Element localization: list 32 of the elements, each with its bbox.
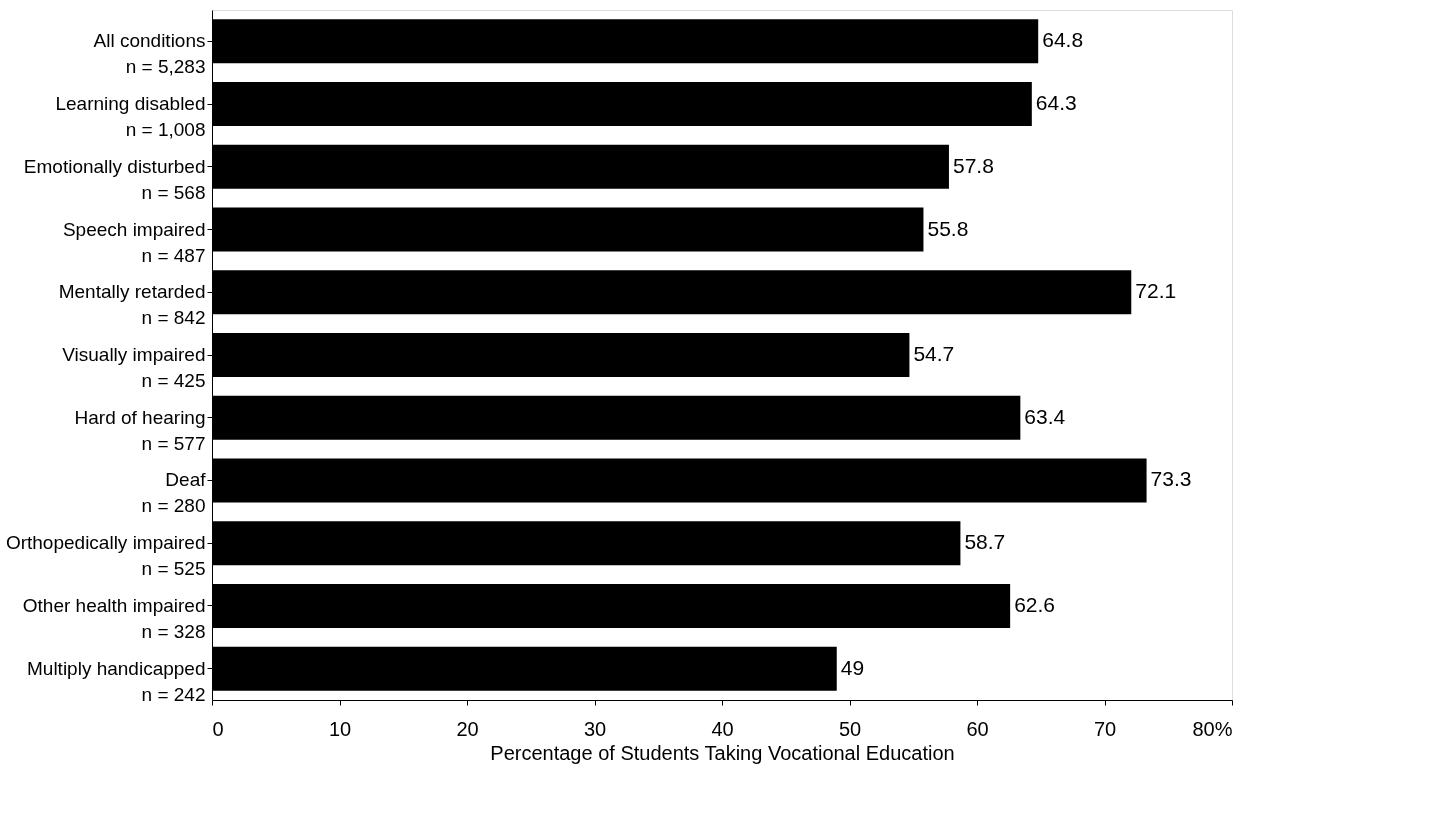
- x-tick-label: 70: [1093, 717, 1117, 740]
- y-tick-label: Learning disabled n = 1,008: [55, 93, 206, 141]
- y-tick-label: Deaf n = 280: [141, 469, 207, 517]
- x-tick-label: 30: [583, 717, 607, 740]
- data-label: 49: [840, 655, 865, 679]
- x-tick-label: 10: [328, 717, 352, 740]
- y-tick-label: Speech impaired n = 487: [62, 218, 206, 266]
- y-tick-label: Hard of hearing n = 577: [74, 406, 206, 454]
- y-tick-label: Visually impaired n = 425: [62, 344, 206, 391]
- data-label: 64.8: [1042, 28, 1084, 52]
- y-tick-label: Orthopedically impaired n = 525: [5, 532, 206, 580]
- y-tick-label: Multiply handicapped n = 242: [26, 657, 206, 705]
- y-tick-label: Mentally retarded n = 842: [58, 281, 206, 329]
- data-label: 57.8: [952, 153, 994, 177]
- data-label: 54.7: [913, 342, 955, 365]
- data-label: 58.7: [964, 530, 1006, 554]
- data-label: 62.6: [1014, 592, 1056, 616]
- y-tick-label: Other health impaired n = 328: [22, 594, 206, 642]
- data-label: 73.3: [1150, 467, 1192, 491]
- y-tick-label: Emotionally disturbed n = 568: [23, 155, 206, 203]
- y-tick-label: All conditions n = 5,283: [93, 30, 206, 78]
- data-label: 63.4: [1024, 404, 1066, 428]
- x-tick-label: 60: [966, 717, 989, 740]
- data-label: 55.8: [927, 216, 969, 240]
- x-tick-label: 0: [212, 717, 224, 740]
- x-axis-title: Percentage of Students Taking Vocational Education: [490, 741, 955, 764]
- x-tick-label: 40: [711, 717, 734, 740]
- x-tick-label: 80%: [1192, 717, 1233, 740]
- data-label: 64.3: [1035, 91, 1077, 115]
- data-label: 72.1: [1135, 279, 1177, 303]
- x-tick-label: 50: [838, 717, 862, 740]
- x-tick-label: 20: [456, 717, 479, 740]
